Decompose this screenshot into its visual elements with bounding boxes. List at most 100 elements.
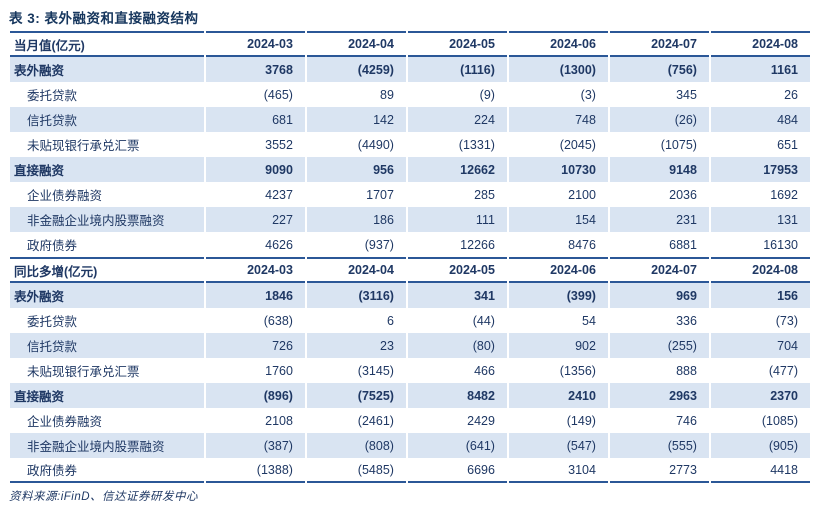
cell-value: 3104 [508,458,608,483]
cell-value: (4490) [357,137,394,152]
cell-value: (808) [306,433,406,458]
row-label: 非金融企业境内股票融资 [10,433,204,458]
cell-value: (2045) [559,137,596,152]
column-header-date: 2024-05 [407,257,507,283]
cell-value: 3768 [205,57,305,82]
cell-value: 4237 [265,187,293,202]
row-label: 直接融资 [10,157,204,182]
column-header-date: 2024-03 [205,31,305,57]
cell-value: (547) [508,433,608,458]
column-header-date: 2024-04 [306,31,406,57]
row-label: 企业债券融资 [27,415,103,429]
cell-value: 156 [710,283,810,308]
cell-value: 54 [582,313,596,328]
column-header-date: 2024-08 [710,257,810,283]
cell-value: (80) [407,333,507,358]
section-header-row-monthly: 当月值(亿元) 2024-03 2024-04 2024-05 2024-06 2024-… [10,31,810,57]
report-table-figure: 表 3: 表外融资和直接融资结构 当月值(亿元) 2024-03 2024-04 20… [9,11,810,503]
cell-value: (3145) [357,363,394,378]
cell-value: 154 [508,207,608,232]
cell-value: (477) [768,363,798,378]
cell-value: 2036 [669,187,697,202]
section-header-label: 同比多增(亿元) [10,257,204,283]
cell-value: (1356) [559,363,596,378]
financing-table-body: 当月值(亿元) 2024-03 2024-04 2024-05 2024-06 2024-… [10,31,810,483]
cell-value: (4259) [306,57,406,82]
cell-value: (149) [566,413,596,428]
row-label: 表外融资 [10,57,204,82]
cell-value: 2429 [467,413,495,428]
cell-value: 2410 [508,383,608,408]
row-label: 信托贷款 [10,333,204,358]
table-row: 委托贷款 (638) 6 (44) 54 336 (73) [10,308,810,333]
cell-value: (9) [479,87,495,102]
table-row: 直接融资 9090 956 12662 10730 9148 17953 [10,157,810,182]
cell-value: (1331) [458,137,495,152]
cell-value: 26 [784,87,798,102]
cell-value: 111 [407,207,507,232]
row-label: 非金融企业境内股票融资 [10,207,204,232]
row-label: 委托贷款 [27,89,78,103]
table-row: 表外融资 3768 (4259) (1116) (1300) (756) 1161 [10,57,810,82]
cell-value: 681 [205,107,305,132]
table-title: 表 3: 表外融资和直接融资结构 [9,11,199,26]
cell-value: 6 [386,313,394,328]
source-note: 资料来源:iFinD、信达证券研发中心 [9,491,199,503]
cell-value: (465) [263,87,293,102]
cell-value: (7525) [306,383,406,408]
cell-value: 746 [676,413,697,428]
cell-value: 466 [474,363,495,378]
column-header-date: 2024-06 [508,31,608,57]
row-label: 委托贷款 [27,315,78,329]
cell-value: (905) [710,433,810,458]
cell-value: (1085) [761,413,798,428]
cell-value: (1116) [407,57,507,82]
table-row: 信托贷款 726 23 (80) 902 (255) 704 [10,333,810,358]
cell-value: 224 [407,107,507,132]
cell-value: (937) [364,237,394,252]
cell-value: 969 [609,283,709,308]
cell-value: 2370 [710,383,810,408]
cell-value: 1161 [710,57,810,82]
cell-value: 2963 [609,383,709,408]
cell-value: (399) [508,283,608,308]
table-row: 政府债券 (1388) (5485) 6696 3104 2773 4418 [10,458,810,483]
cell-value: 4626 [265,237,293,252]
column-header-date: 2024-07 [609,257,709,283]
section-header-label: 当月值(亿元) [10,31,204,57]
column-header-date: 2024-03 [205,257,305,283]
cell-value: (638) [263,313,293,328]
cell-value: 726 [205,333,305,358]
cell-value: (2461) [357,413,394,428]
cell-value: 1692 [770,187,798,202]
cell-value: (387) [205,433,305,458]
cell-value: (555) [609,433,709,458]
column-header-date: 2024-07 [609,31,709,57]
cell-value: 902 [508,333,608,358]
cell-value: 2100 [568,187,596,202]
cell-value: 186 [306,207,406,232]
cell-value: 9090 [205,157,305,182]
cell-value: 131 [710,207,810,232]
cell-value: 89 [380,87,394,102]
row-label: 表外融资 [10,283,204,308]
cell-value: 341 [407,283,507,308]
cell-value: 10730 [508,157,608,182]
cell-value: (73) [775,313,798,328]
cell-value: (1075) [660,137,697,152]
table-row: 未贴现银行承兑汇票 3552 (4490) (1331) (2045) (1075) 651 [10,132,810,157]
cell-value: 1846 [205,283,305,308]
table-row: 表外融资 1846 (3116) 341 (399) 969 156 [10,283,810,308]
cell-value: 3552 [265,137,293,152]
cell-value: (3116) [306,283,406,308]
cell-value: 6881 [669,237,697,252]
cell-value: 8482 [407,383,507,408]
cell-value: 17953 [710,157,810,182]
cell-value: 2773 [609,458,709,483]
cell-value: 336 [676,313,697,328]
cell-value: 231 [609,207,709,232]
row-label: 信托贷款 [10,107,204,132]
cell-value: 956 [306,157,406,182]
cell-value: 23 [306,333,406,358]
cell-value: 142 [306,107,406,132]
